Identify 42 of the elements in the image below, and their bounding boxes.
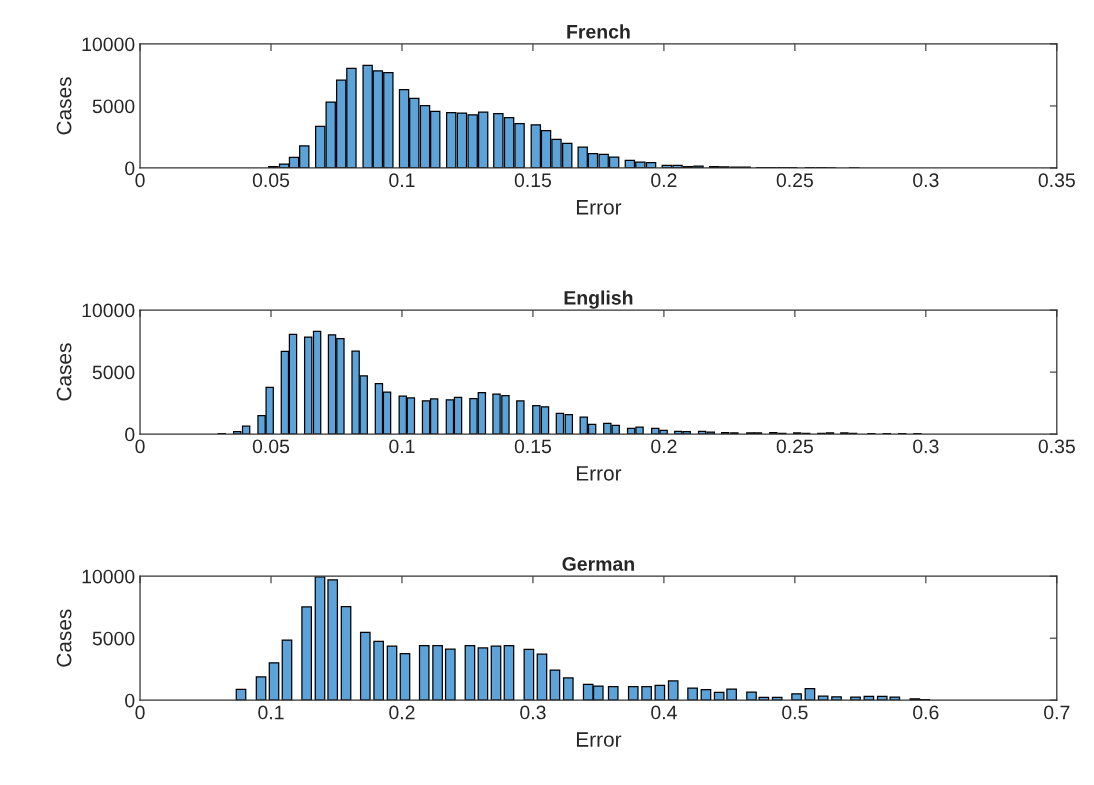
y-tick-label: 0	[125, 693, 135, 708]
x-tick-label: 0.1	[389, 173, 415, 188]
y-tick-label: 5000	[92, 99, 135, 114]
x-tick-label: 0.3	[520, 705, 546, 720]
x-tick-label: 0.5	[782, 705, 808, 720]
x-tick-label: 0.15	[514, 173, 552, 188]
x-tick-label: 0.15	[514, 439, 552, 454]
y-axis-title: Cases	[56, 77, 72, 135]
x-tick-label: 0.35	[1038, 439, 1075, 454]
x-axis-title: Error	[576, 732, 622, 747]
x-tick-label: 0	[135, 173, 145, 188]
y-tick-label: 5000	[92, 365, 135, 380]
x-tick-label: 0.05	[252, 439, 290, 454]
x-tick-label: 0	[135, 439, 145, 454]
x-tick-label: 0.35	[1038, 173, 1075, 188]
y-tick-label: 5000	[92, 631, 135, 646]
y-tick-label: 0	[125, 161, 135, 176]
x-tick-label: 0.1	[258, 705, 284, 720]
y-axis-title: Cases	[56, 343, 72, 401]
y-tick-label: 0	[125, 427, 135, 442]
x-tick-label: 0.2	[651, 173, 677, 188]
x-tick-label: 0.2	[389, 705, 415, 720]
x-tick-label: 0.25	[776, 439, 813, 454]
chart-title: English	[564, 290, 633, 309]
x-axis-title: Error	[576, 200, 622, 215]
x-tick-label: 0.3	[913, 173, 939, 188]
y-tick-label: 10000	[82, 37, 135, 52]
x-tick-label: 0.7	[1044, 705, 1070, 720]
x-tick-label: 0.4	[651, 705, 677, 720]
x-tick-label: 0.2	[651, 439, 677, 454]
y-axis-title: Cases	[56, 609, 72, 667]
chart-title: French	[567, 24, 630, 39]
x-tick-label: 0	[135, 705, 145, 720]
y-tick-label: 10000	[82, 303, 135, 318]
y-tick-label: 10000	[82, 569, 135, 584]
chart-title: German	[562, 557, 634, 571]
x-tick-label: 0.3	[913, 439, 939, 454]
x-tick-label: 0.05	[252, 173, 290, 188]
x-tick-label: 0.1	[389, 439, 415, 454]
x-tick-label: 0.6	[913, 705, 939, 720]
x-axis-title: Error	[576, 466, 622, 481]
x-tick-label: 0.25	[776, 173, 813, 188]
